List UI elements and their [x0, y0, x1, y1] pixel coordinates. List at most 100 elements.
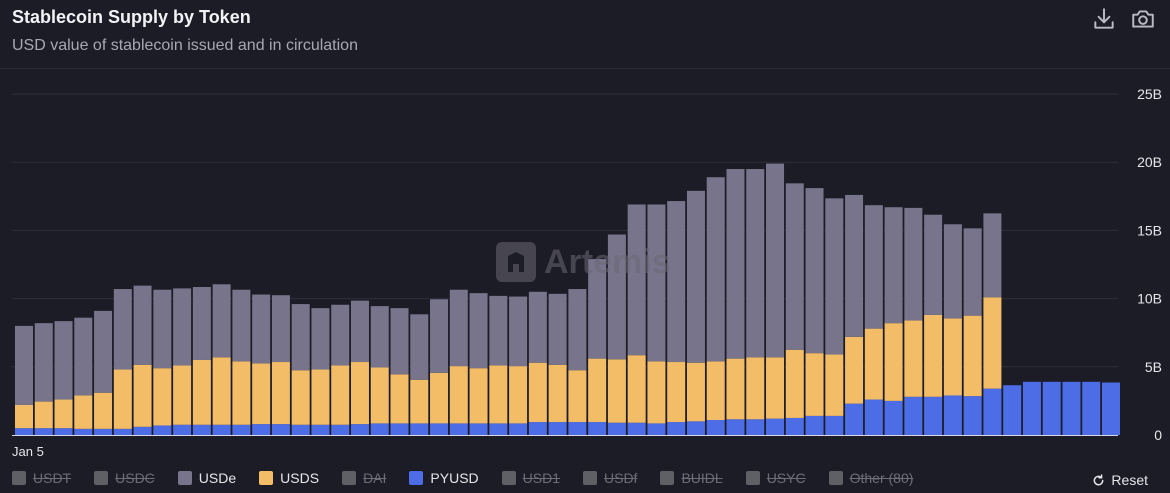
stacked-bar-chart: 0 5B 10B 15B 20B 25B Jan 5: [12, 86, 1162, 459]
bar-pyusd: [410, 423, 429, 435]
bar-usde: [15, 325, 33, 405]
y-tick-label: 10B: [1137, 291, 1162, 307]
bar-usds: [469, 368, 488, 424]
bar-pyusd: [983, 388, 1002, 435]
bar-pyusd: [943, 395, 962, 435]
bar-usds: [430, 372, 449, 424]
y-tick-label: 25B: [1137, 86, 1162, 102]
legend-swatch: [501, 471, 516, 485]
bar-usde: [746, 169, 765, 358]
bar-usds: [153, 368, 172, 426]
bar-usde: [74, 317, 93, 396]
bar-pyusd: [133, 426, 152, 435]
bar-usde: [627, 204, 646, 356]
bar-usde: [113, 289, 132, 370]
bar-usde: [548, 293, 567, 365]
legend-item-pyusd[interactable]: PYUSD: [409, 470, 479, 486]
chart-subtitle: USD value of stablecoin issued and in ci…: [12, 37, 358, 54]
legend-item-dai[interactable]: DAI: [342, 470, 386, 486]
bar-usde: [528, 291, 547, 363]
bar-pyusd: [825, 415, 844, 435]
y-tick-label: 0: [1154, 427, 1162, 443]
header-divider: [0, 68, 1170, 69]
legend-label: USDf: [604, 470, 638, 486]
bar-pyusd: [311, 424, 330, 435]
legend-item-usds[interactable]: USDS: [259, 470, 319, 486]
bar-pyusd: [627, 422, 646, 435]
bar-pyusd: [904, 396, 923, 435]
bar-pyusd: [192, 424, 211, 435]
bar-usds: [884, 323, 903, 401]
legend-swatch: [12, 471, 26, 485]
legend-swatch: [342, 471, 357, 485]
bar-pyusd: [607, 422, 626, 435]
bar-usds: [785, 349, 804, 418]
bar-usde: [390, 308, 409, 375]
bar-pyusd: [845, 403, 864, 435]
bar-usde: [667, 201, 686, 363]
bar-pyusd: [667, 422, 686, 435]
bar-pyusd: [252, 424, 271, 435]
legend-swatch: [660, 471, 675, 485]
bar-pyusd: [271, 424, 290, 435]
bar-usde: [588, 259, 607, 359]
bar-usds: [94, 392, 113, 429]
bar-usde: [864, 205, 883, 329]
bar-pyusd: [746, 419, 765, 435]
bar-usds: [271, 362, 290, 425]
legend-item-usdc[interactable]: USDC: [94, 470, 155, 486]
bar-pyusd: [430, 423, 449, 435]
legend-item-other-80[interactable]: Other (80): [828, 470, 913, 486]
bar-usds: [983, 297, 1002, 389]
bar-pyusd: [173, 424, 192, 435]
artemis-logo-icon: [496, 242, 536, 282]
y-tick-label: 15B: [1137, 222, 1162, 238]
bar-usde: [884, 207, 903, 324]
bar-pyusd: [963, 396, 982, 435]
bar-usde: [825, 198, 844, 355]
bar-usds: [943, 318, 962, 396]
legend-item-usde[interactable]: USDe: [177, 470, 237, 486]
bar-usds: [963, 315, 982, 397]
legend-swatch: [583, 471, 597, 485]
bar-pyusd: [74, 428, 93, 435]
chart-title: Stablecoin Supply by Token: [12, 7, 251, 27]
bar-usds: [390, 374, 409, 424]
legend-item-usdf[interactable]: USDf: [583, 470, 637, 486]
bar-pyusd: [726, 419, 745, 435]
reset-button[interactable]: Reset: [1092, 472, 1148, 488]
bar-usds: [904, 320, 923, 397]
camera-icon[interactable]: [1130, 6, 1156, 32]
bar-usds: [825, 354, 844, 416]
bar-pyusd: [15, 428, 33, 435]
legend-item-usyc[interactable]: USYC: [745, 470, 806, 486]
legend-swatch: [94, 471, 109, 485]
bar-pyusd: [350, 424, 369, 435]
bar-usds: [726, 358, 745, 420]
bar-pyusd: [785, 417, 804, 435]
bar-usde: [647, 204, 666, 362]
bar-usds: [686, 362, 705, 422]
bar-pyusd: [1062, 381, 1081, 435]
bar-usde: [904, 207, 923, 321]
legend-item-usd1[interactable]: USD1: [501, 470, 560, 486]
bar-usde: [785, 183, 804, 350]
download-icon[interactable]: [1091, 6, 1117, 32]
legend-label: DAI: [363, 470, 387, 486]
bar-pyusd: [34, 428, 53, 435]
bar-usde: [173, 288, 192, 366]
legend-label: USDC: [115, 470, 155, 486]
legend-item-buidl[interactable]: BUIDL: [660, 470, 723, 486]
legend-label: USDe: [198, 470, 237, 486]
bar-pyusd: [548, 422, 567, 435]
reset-label: Reset: [1111, 472, 1148, 488]
legend-item-usdt[interactable]: USDT: [12, 470, 71, 486]
bar-usds: [647, 361, 666, 424]
bar-usde: [350, 300, 369, 363]
bar-usde: [291, 304, 310, 371]
bar-usds: [568, 370, 587, 423]
bar-usds: [746, 357, 765, 420]
bar-usde: [509, 296, 528, 367]
bar-usde: [845, 194, 864, 337]
bar-pyusd: [1003, 385, 1022, 435]
